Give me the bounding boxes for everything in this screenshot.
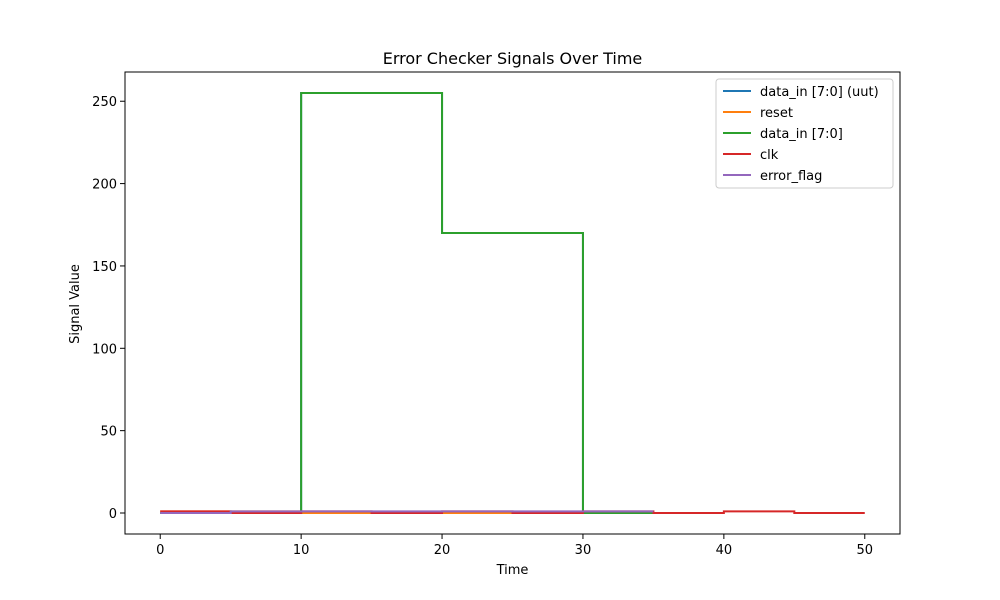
- series-line-0: [160, 92, 654, 514]
- plot-frame: [124, 71, 901, 535]
- y-tick-label: 100: [92, 342, 117, 357]
- legend: data_in [7:0] (uut) reset data_in [7:0] clk…: [715, 78, 894, 189]
- x-axis-label: Time: [496, 563, 529, 578]
- x-tick-label: 10: [293, 543, 310, 558]
- series-line-4: [160, 510, 654, 514]
- y-tick-label: 250: [92, 95, 117, 110]
- x-tick-label: 20: [434, 543, 451, 558]
- series-line-2: [160, 92, 654, 514]
- y-tick-label: 200: [92, 178, 117, 193]
- axis-ticks: 0 10 20 30 40 50 0 50 100 150 200 250: [92, 95, 873, 558]
- legend-entry: reset: [760, 106, 793, 121]
- legend-box: [715, 78, 894, 189]
- x-tick-label: 0: [156, 543, 164, 558]
- x-tick-label: 50: [856, 543, 873, 558]
- series-lines: [160, 92, 865, 514]
- legend-entry: clk: [760, 148, 779, 163]
- legend-entry: data_in [7:0]: [760, 127, 843, 142]
- legend-entry: data_in [7:0] (uut): [760, 85, 879, 100]
- y-tick-label: 150: [92, 260, 117, 275]
- y-tick-label: 0: [109, 507, 117, 522]
- x-tick-label: 40: [716, 543, 733, 558]
- legend-entry: error_flag: [760, 169, 822, 184]
- y-axis-label: Signal Value: [68, 264, 83, 344]
- x-tick-label: 30: [575, 543, 592, 558]
- y-tick-label: 50: [100, 425, 117, 440]
- chart-title: Error Checker Signals Over Time: [383, 49, 643, 68]
